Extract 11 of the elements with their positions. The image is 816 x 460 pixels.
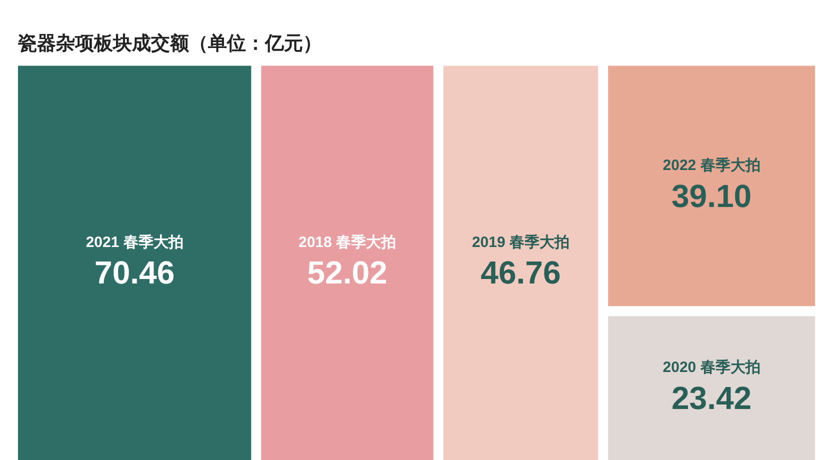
category-label: 2018 春季大拍 (298, 234, 396, 252)
data-label: 39.10 (672, 178, 752, 214)
data-label: 46.76 (480, 254, 561, 291)
category-label: 2020 春季大拍 (662, 359, 760, 376)
category-label: 2021 春季大拍 (86, 234, 184, 252)
category-label: 2022 春季大拍 (662, 157, 760, 174)
text: 瓷器杂项板块成交额（单位：亿元） (17, 32, 322, 55)
data-label: 52.02 (307, 254, 388, 291)
data-label: 70.46 (94, 254, 175, 291)
category-label: 2019 春季大拍 (472, 234, 570, 252)
data-label: 23.42 (672, 380, 752, 416)
